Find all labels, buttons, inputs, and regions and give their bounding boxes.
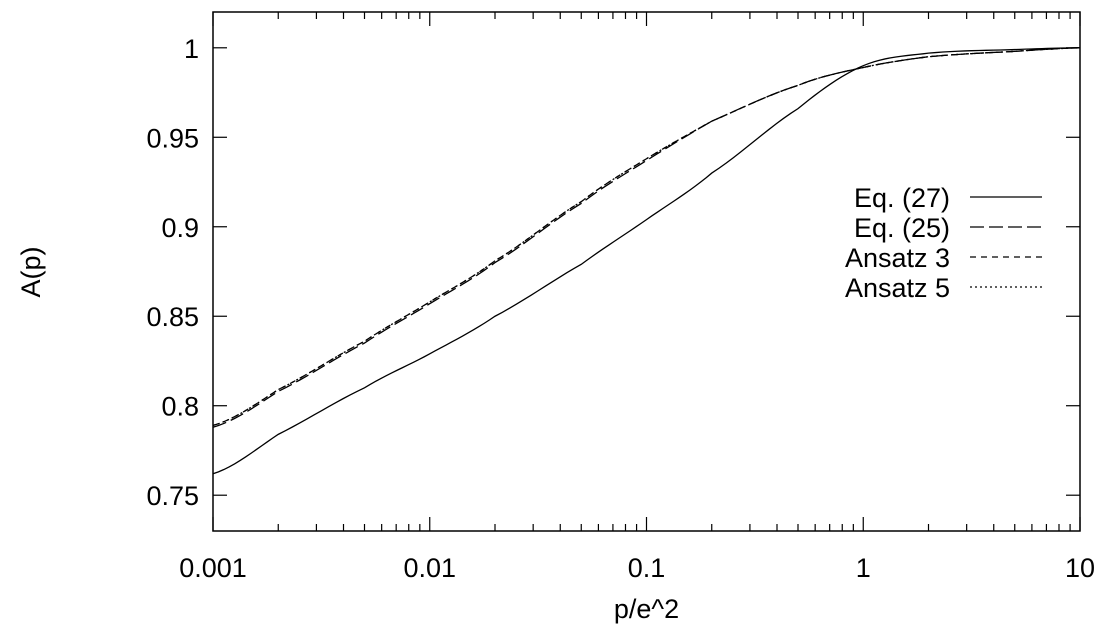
- y-tick-label: 0.9: [161, 213, 199, 243]
- y-tick-label: 1: [184, 34, 199, 64]
- x-tick-label: 0.1: [628, 553, 666, 583]
- legend-label: Eq. (27): [854, 183, 950, 213]
- y-tick-label: 0.75: [146, 481, 199, 511]
- x-tick-label: 1: [856, 553, 871, 583]
- legend-label: Eq. (25): [854, 213, 950, 243]
- x-tick-label: 0.01: [403, 553, 456, 583]
- axis-ticks: 0.001 0.01 0.1 1 10 0.75 0.8 0.85 0.9 0.95 1: [146, 12, 1095, 583]
- x-tick-label: 10: [1065, 553, 1095, 583]
- legend-label: Ansatz 3: [845, 243, 950, 273]
- y-tick-label: 0.8: [161, 392, 199, 422]
- y-tick-label: 0.85: [146, 302, 199, 332]
- y-tick-label: 0.95: [146, 123, 199, 153]
- legend-label: Ansatz 5: [845, 273, 950, 303]
- x-axis-label: p/e^2: [614, 594, 679, 624]
- x-tick-label: 0.001: [179, 553, 247, 583]
- y-axis-label: A(p): [16, 246, 46, 297]
